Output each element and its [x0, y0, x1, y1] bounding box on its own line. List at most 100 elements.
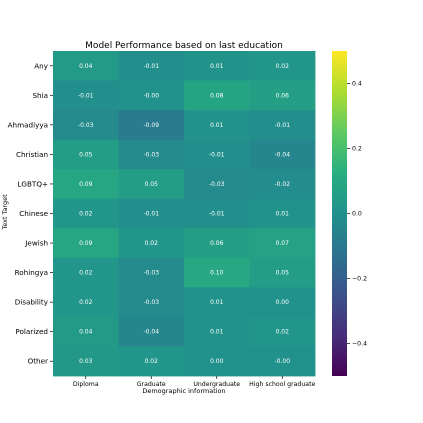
cell-value-label: -0.03 — [143, 151, 159, 158]
cell-value-label: -0.03 — [143, 299, 159, 306]
heatmap-cell — [249, 287, 316, 318]
cell-value-label: 0.04 — [79, 329, 93, 336]
cell-value-label: 0.00 — [276, 299, 290, 306]
heatmap-cell — [184, 257, 250, 288]
y-tick-label: Jewish — [24, 239, 48, 248]
y-tick-label: Chinese — [19, 209, 48, 218]
heatmap-cell — [53, 169, 119, 200]
cell-value-label: 0.01 — [210, 122, 224, 129]
heatmap-cell — [118, 139, 185, 170]
cell-value-label: 0.01 — [210, 63, 224, 70]
heatmap-cell — [53, 198, 119, 229]
cell-value-label: -0.00 — [274, 358, 290, 365]
colorbar-tick-label: −0.2 — [352, 276, 367, 283]
x-axis-label: Demographic information — [142, 387, 225, 395]
colorbar-ticks: 0.4 0.2 0.0 −0.2 −0.4 — [347, 81, 367, 348]
heatmap-cell — [118, 257, 185, 288]
y-tick-label: Shia — [32, 91, 48, 100]
cell-value-label: 0.02 — [79, 299, 93, 306]
cell-value-label: 0.07 — [276, 240, 290, 247]
heatmap-cell — [184, 51, 250, 81]
colorbar-tick-label: −0.4 — [352, 341, 367, 348]
heatmap-cell — [53, 139, 119, 170]
y-tick-label: Christian — [16, 150, 48, 159]
cell-value-label: -0.01 — [274, 122, 290, 129]
heatmap-cell — [53, 51, 119, 81]
heatmap-cell — [249, 169, 316, 200]
heatmap-cell — [118, 80, 185, 111]
heatmap-cell — [53, 287, 119, 318]
heatmap-cell — [118, 169, 185, 200]
heatmap-cell — [184, 110, 250, 141]
heatmap-cells — [53, 51, 316, 377]
heatmap-cell — [249, 110, 316, 141]
y-tick-label: Disability — [15, 298, 49, 307]
cell-value-label: -0.01 — [143, 63, 159, 70]
cell-value-label: -0.09 — [143, 122, 159, 129]
colorbar-tick-label: 0.4 — [352, 81, 362, 88]
heatmap-cell — [118, 228, 185, 259]
cell-value-label: 0.09 — [79, 181, 93, 188]
heatmap-cell — [53, 228, 119, 259]
cell-value-label: 0.05 — [79, 151, 93, 158]
cell-value-label: 0.00 — [210, 358, 224, 365]
cell-value-label: 0.06 — [210, 240, 224, 247]
heatmap-cell — [118, 287, 185, 318]
cell-value-label: 0.02 — [145, 358, 159, 365]
heatmap-cell — [249, 316, 316, 347]
cell-value-label: 0.02 — [276, 329, 290, 336]
colorbar-tick-label: 0.0 — [352, 211, 362, 218]
heatmap-cell — [184, 139, 250, 170]
heatmap-cell — [184, 80, 250, 111]
heatmap-cell — [118, 316, 185, 347]
y-tick-label: Ahmadiyya — [8, 120, 48, 129]
cell-value-label: 0.04 — [79, 63, 93, 70]
heatmap-cell — [184, 287, 250, 318]
heatmap-cell — [184, 316, 250, 347]
cell-value-label: -0.03 — [143, 270, 159, 277]
heatmap-cell — [249, 198, 316, 229]
cell-value-label: -0.00 — [143, 92, 159, 99]
cell-value-label: 0.01 — [210, 329, 224, 336]
heatmap-cell — [249, 257, 316, 288]
heatmap-cell — [184, 169, 250, 200]
cell-value-label: -0.03 — [209, 181, 225, 188]
cell-value-label: -0.03 — [78, 122, 94, 129]
cell-value-label: 0.01 — [210, 299, 224, 306]
cell-value-label: -0.01 — [209, 151, 225, 158]
cell-value-label: 0.02 — [79, 270, 93, 277]
y-tick-label: Any — [34, 61, 48, 70]
cell-value-label: -0.01 — [143, 211, 159, 218]
colorbar-tick-label: 0.2 — [352, 146, 362, 153]
heatmap-cell — [249, 346, 316, 377]
x-tick-label: Graduate — [137, 381, 166, 388]
cell-value-label: 0.02 — [276, 63, 290, 70]
cell-value-label: 0.05 — [276, 270, 290, 277]
cell-value-label: -0.04 — [143, 329, 159, 336]
heatmap-cell — [53, 257, 119, 288]
cell-value-label: -0.01 — [209, 211, 225, 218]
heatmap-cell — [53, 80, 119, 111]
heatmap-cell — [184, 198, 250, 229]
y-axis-label: Text Target — [1, 194, 9, 231]
cell-value-label: 0.03 — [79, 358, 93, 365]
heatmap-cell — [53, 110, 119, 141]
heatmap-cell — [118, 346, 185, 377]
cell-value-label: 0.10 — [210, 270, 224, 277]
heatmap-cell — [118, 51, 185, 81]
heatmap-cell — [249, 51, 316, 81]
cell-value-label: 0.09 — [79, 240, 93, 247]
cell-value-label: -0.04 — [274, 151, 290, 158]
cell-value-label: 0.05 — [145, 181, 159, 188]
heatmap-cell — [184, 228, 250, 259]
cell-value-label: 0.01 — [276, 211, 290, 218]
heatmap-cell — [118, 198, 185, 229]
heatmap-cell — [249, 228, 316, 259]
heatmap-cell — [53, 346, 119, 377]
chart-title: Model Performance based on last educatio… — [85, 41, 283, 51]
cell-value-label: -0.02 — [274, 181, 290, 188]
x-tick-label: Undergraduate — [193, 381, 240, 388]
y-tick-label: Rohingya — [15, 268, 48, 277]
heatmap-cell — [53, 316, 119, 347]
